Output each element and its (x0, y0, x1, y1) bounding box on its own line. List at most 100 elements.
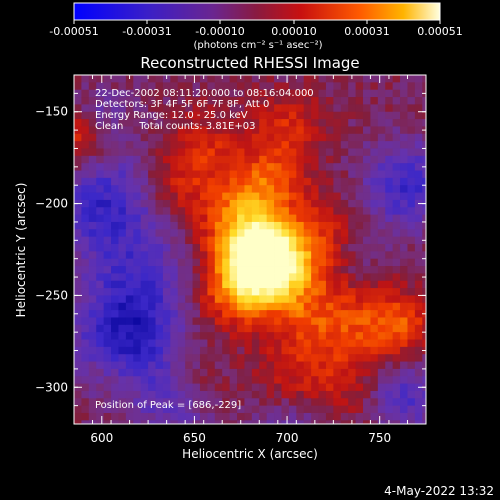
heatmap-cell (207, 258, 216, 267)
heatmap-cell (303, 133, 312, 142)
heatmap-cell (222, 97, 231, 105)
heatmap-cell (259, 192, 268, 201)
heatmap-cell (333, 266, 342, 274)
heatmap-cell (392, 376, 401, 384)
heatmap-cell (88, 412, 97, 421)
heatmap-cell (392, 361, 401, 370)
heatmap-cell (222, 229, 231, 238)
heatmap-cell (162, 354, 171, 362)
heatmap-cell (274, 126, 282, 135)
heatmap-cell (170, 310, 179, 318)
heatmap-cell (177, 398, 186, 407)
heatmap-cell (140, 266, 149, 274)
heatmap-cell (407, 229, 416, 238)
heatmap-cell (251, 214, 260, 223)
heatmap-cell (325, 398, 334, 407)
heatmap-cell (125, 288, 134, 296)
heatmap-cell (207, 383, 216, 392)
heatmap-cell (170, 346, 179, 355)
heatmap-cell (125, 243, 134, 252)
heatmap-cell (192, 280, 201, 289)
heatmap-cell (363, 163, 371, 171)
heatmap-cell (111, 258, 119, 267)
heatmap-cell (237, 119, 245, 127)
heatmap-cell (311, 221, 319, 230)
heatmap-cell (414, 302, 423, 311)
heatmap-cell (96, 89, 105, 98)
heatmap-cell (170, 207, 179, 215)
heatmap-cell (355, 420, 364, 424)
heatmap-cell (392, 126, 401, 135)
heatmap-cell (340, 119, 349, 127)
heatmap-cell (148, 302, 156, 311)
heatmap-cell (303, 346, 312, 355)
heatmap-cell (281, 354, 290, 362)
heatmap-cell (400, 236, 408, 245)
heatmap-cell (325, 354, 334, 362)
heatmap-cell (88, 346, 97, 355)
heatmap-cell (318, 185, 327, 193)
heatmap-cell (318, 155, 327, 164)
heatmap-cell (192, 199, 201, 208)
heatmap-cell (259, 302, 268, 311)
heatmap-cell (162, 155, 171, 164)
heatmap-cell (400, 75, 408, 83)
heatmap-cell (229, 243, 238, 252)
heatmap-cell (81, 310, 90, 318)
heatmap-cell (207, 126, 216, 135)
heatmap-cell (237, 324, 245, 333)
heatmap-cell (237, 133, 245, 142)
x-axis-label: Heliocentric X (arcsec) (182, 447, 318, 461)
heatmap-cell (414, 185, 423, 193)
heatmap-cell (214, 199, 223, 208)
heatmap-cell (199, 236, 208, 245)
heatmap-cell (348, 273, 356, 282)
heatmap-cell (303, 251, 312, 260)
heatmap-cell (414, 332, 423, 340)
heatmap-cell (281, 273, 290, 282)
heatmap-cell (333, 376, 342, 384)
heatmap-cell (318, 89, 327, 98)
heatmap-cell (363, 368, 371, 377)
heatmap-cell (199, 97, 208, 105)
heatmap-cell (207, 266, 216, 274)
heatmap-cell (422, 243, 426, 252)
heatmap-cell (355, 177, 364, 186)
heatmap-cell (96, 258, 105, 267)
heatmap-cell (422, 185, 426, 193)
heatmap-cell (88, 177, 97, 186)
heatmap-cell (251, 97, 260, 105)
heatmap-cell (148, 75, 156, 83)
heatmap-cell (185, 170, 193, 179)
heatmap-cell (296, 302, 305, 311)
heatmap-cell (407, 361, 416, 370)
heatmap-cell (237, 361, 245, 370)
heatmap-cell (199, 155, 208, 164)
heatmap-cell (192, 420, 201, 424)
heatmap-cell (207, 390, 216, 399)
heatmap-cell (140, 185, 149, 193)
heatmap-cell (348, 302, 356, 311)
heatmap-cell (229, 398, 238, 407)
heatmap-cell (385, 229, 394, 238)
heatmap-cell (296, 75, 305, 83)
heatmap-cell (251, 133, 260, 142)
heatmap-cell (318, 354, 327, 362)
heatmap-cell (118, 89, 127, 98)
heatmap-cell (348, 288, 356, 296)
heatmap-cell (118, 97, 127, 105)
heatmap-cell (274, 273, 282, 282)
heatmap-cell (237, 339, 245, 348)
heatmap-cell (199, 207, 208, 215)
heatmap-cell (118, 177, 127, 186)
heatmap-cell (177, 192, 186, 201)
heatmap-cell (370, 89, 379, 98)
heatmap-cell (170, 243, 179, 252)
heatmap-cell (333, 280, 342, 289)
heatmap-cell (333, 97, 342, 105)
heatmap-cell (177, 177, 186, 186)
heatmap-cell (318, 324, 327, 333)
heatmap-cell (340, 310, 349, 318)
heatmap-cell (392, 236, 401, 245)
heatmap-cell (259, 376, 268, 384)
